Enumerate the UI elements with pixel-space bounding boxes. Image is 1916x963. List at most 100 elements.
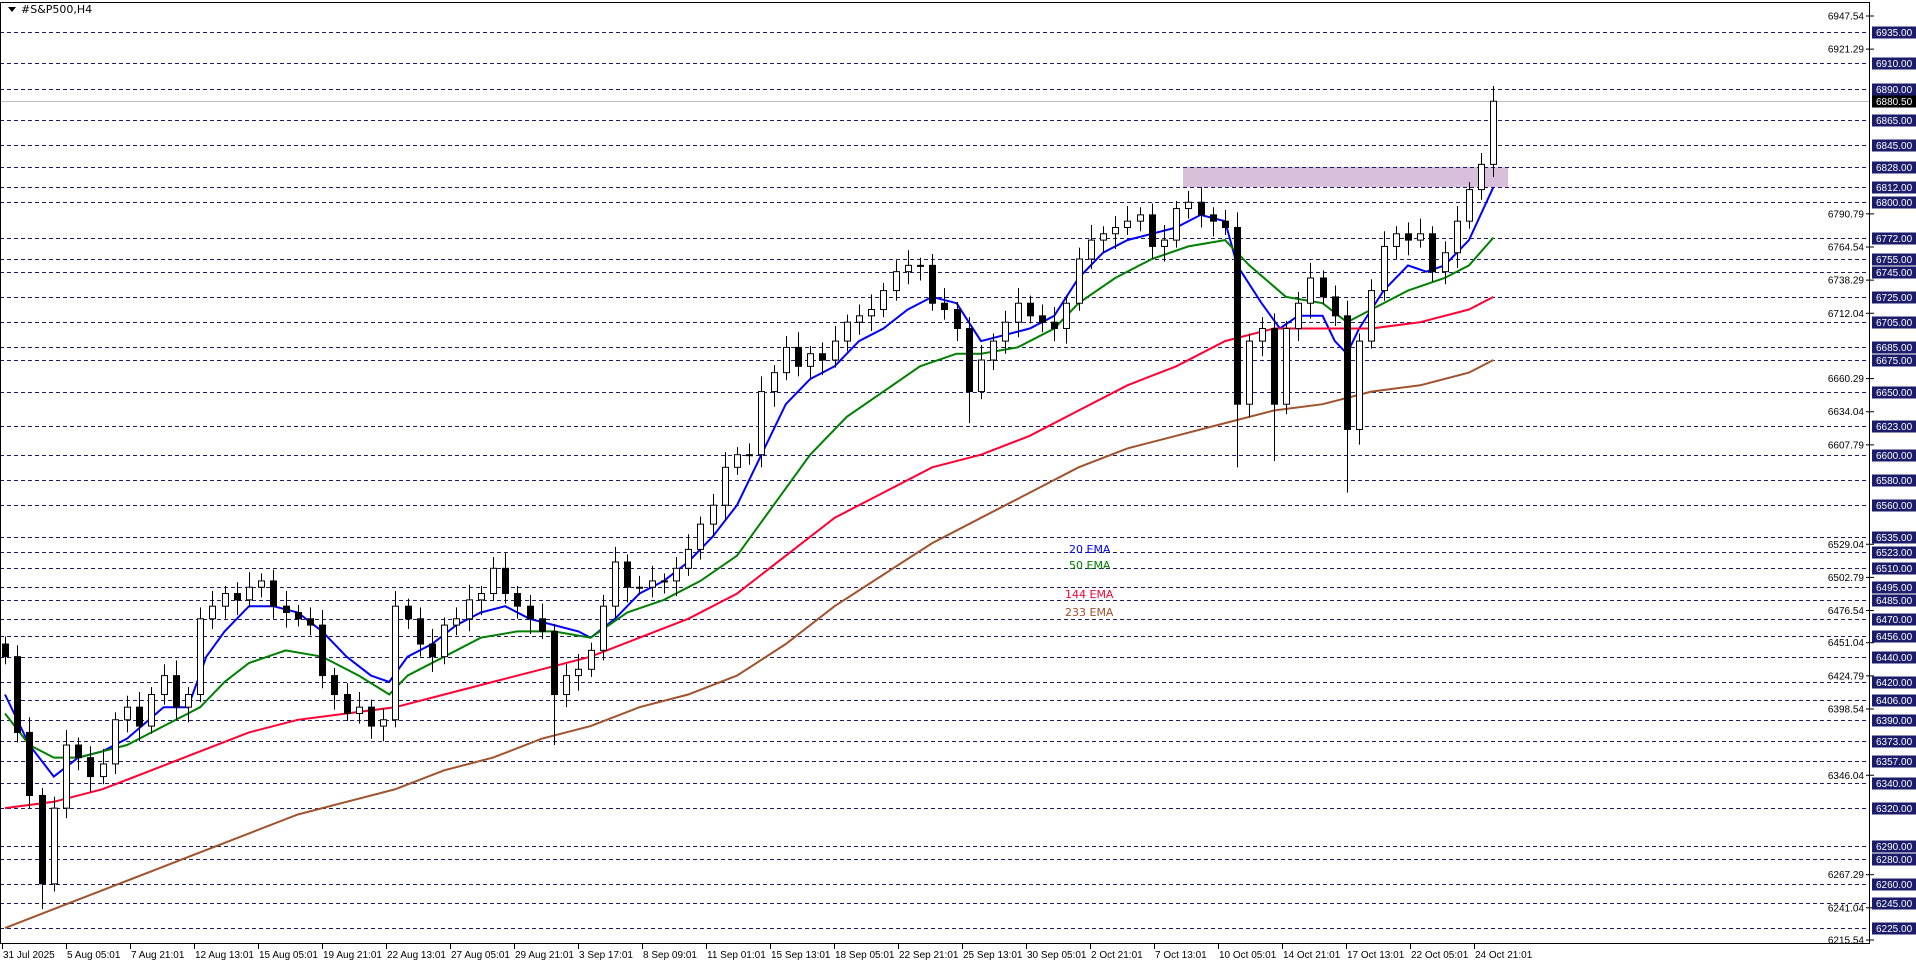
level-price-label: 6373.00 xyxy=(1876,737,1913,748)
level-price-badge xyxy=(1872,114,1916,127)
level-price-badge xyxy=(1872,354,1916,367)
bear-candle xyxy=(795,346,802,367)
level-price-badge xyxy=(1872,562,1916,575)
level-price-badge xyxy=(1872,232,1916,245)
level-price-label: 6705.00 xyxy=(1876,318,1913,329)
time-label: 3 Sep 17:01 xyxy=(579,950,633,961)
bull-candle xyxy=(868,309,875,317)
bull-candle xyxy=(636,586,643,589)
supply-zone-rect xyxy=(1183,166,1508,188)
bear-candle xyxy=(1027,302,1034,317)
bull-candle xyxy=(575,668,582,677)
bear-candle xyxy=(173,675,180,708)
level-price-badge xyxy=(1872,777,1916,790)
price-tick-label: 6738.29 xyxy=(1828,276,1865,287)
level-price-badge xyxy=(1872,613,1916,626)
time-label: 17 Oct 13:01 xyxy=(1347,950,1405,961)
time-label: 18 Sep 05:01 xyxy=(835,950,895,961)
bear-candle xyxy=(1039,315,1046,323)
level-price-label: 6935.00 xyxy=(1876,28,1913,39)
level-price-badge xyxy=(1872,474,1916,487)
price-tick-label: 6502.79 xyxy=(1828,573,1865,584)
price-tick-label: 6921.29 xyxy=(1828,45,1865,56)
bear-candle xyxy=(502,567,509,595)
time-axis[interactable]: 31 Jul 2025 5 Aug 05:01 7 Aug 21:01 12 Aug … xyxy=(0,943,1870,962)
bull-candle xyxy=(1259,327,1266,342)
bull-candle xyxy=(392,605,399,721)
level-price-label: 6260.00 xyxy=(1876,880,1913,891)
level-price-label: 6828.00 xyxy=(1876,163,1913,174)
bull-candle xyxy=(844,321,851,342)
level-price-badge xyxy=(1872,386,1916,399)
dropdown-triangle-icon[interactable] xyxy=(8,7,16,12)
bull-candle xyxy=(1137,214,1144,222)
bull-candle xyxy=(734,454,741,468)
price-tick-label: 6634.04 xyxy=(1828,407,1865,418)
time-label: 12 Aug 13:01 xyxy=(195,950,254,961)
bull-candle xyxy=(161,675,168,696)
bull-candle xyxy=(1076,258,1083,304)
bull-candle xyxy=(1002,321,1009,342)
bull-candle xyxy=(1295,302,1302,329)
bull-candle xyxy=(783,346,790,374)
bear-candle xyxy=(624,561,631,588)
level-price-label: 6580.00 xyxy=(1876,476,1913,487)
bear-candle xyxy=(283,605,290,613)
time-label: 22 Oct 05:01 xyxy=(1411,950,1469,961)
bull-candle xyxy=(1442,252,1449,273)
bear-candle xyxy=(539,618,546,632)
time-label: 25 Sep 13:01 xyxy=(963,950,1023,961)
bull-candle xyxy=(1063,302,1070,329)
bear-candle xyxy=(1405,233,1412,241)
current-price-badge xyxy=(1872,95,1916,108)
level-price-badge xyxy=(1872,499,1916,512)
time-label: 8 Sep 09:01 xyxy=(643,950,697,961)
bull-candle xyxy=(441,624,448,658)
bull-candle xyxy=(832,340,839,361)
ema-line-20-ema xyxy=(4,186,1495,779)
bull-candle xyxy=(490,567,497,595)
bull-candle xyxy=(1246,340,1253,405)
bull-candle xyxy=(807,353,814,367)
bull-candle xyxy=(880,290,887,311)
price-axis[interactable]: 6947.54 6921.29 6790.79 6764.54 6738.29 6712.… xyxy=(1828,12,1916,947)
level-price-label: 6280.00 xyxy=(1876,855,1913,866)
price-tick-label: 6346.04 xyxy=(1828,771,1865,782)
bear-candle xyxy=(1332,296,1339,317)
level-price-label: 6470.00 xyxy=(1876,615,1913,626)
level-price-badge xyxy=(1872,181,1916,194)
level-price-badge xyxy=(1872,735,1916,748)
bear-candle xyxy=(1222,220,1229,228)
level-price-label: 6845.00 xyxy=(1876,141,1913,152)
bull-candle xyxy=(1490,100,1497,165)
bull-candle xyxy=(917,264,924,267)
level-lines-layer xyxy=(0,32,1870,929)
bear-candle xyxy=(2,643,9,658)
level-price-label: 6320.00 xyxy=(1876,804,1913,815)
bear-candle xyxy=(331,675,338,696)
bull-candle xyxy=(600,605,607,651)
level-price-label: 6485.00 xyxy=(1876,596,1913,607)
bull-candle xyxy=(1283,327,1290,405)
bull-candle xyxy=(1381,245,1388,292)
bear-candle xyxy=(307,618,314,626)
level-price-label: 6420.00 xyxy=(1876,678,1913,689)
level-price-badge xyxy=(1872,694,1916,707)
bear-candle xyxy=(417,618,424,645)
level-price-badge xyxy=(1872,878,1916,891)
bear-candle xyxy=(39,795,46,885)
bear-candle xyxy=(429,643,436,658)
chart-title[interactable]: #S&P500,H4 xyxy=(8,3,92,16)
level-price-badge xyxy=(1872,897,1916,910)
level-price-badge xyxy=(1872,546,1916,559)
level-price-label: 6600.00 xyxy=(1876,451,1913,462)
bear-candle xyxy=(929,264,936,304)
bull-candle xyxy=(112,719,119,765)
level-price-badge xyxy=(1872,755,1916,768)
time-label: 31 Jul 2025 xyxy=(3,950,55,961)
bull-candle xyxy=(1368,290,1375,342)
bull-candle xyxy=(1112,226,1119,235)
bear-candle xyxy=(26,731,33,797)
bear-candle xyxy=(1234,226,1241,405)
